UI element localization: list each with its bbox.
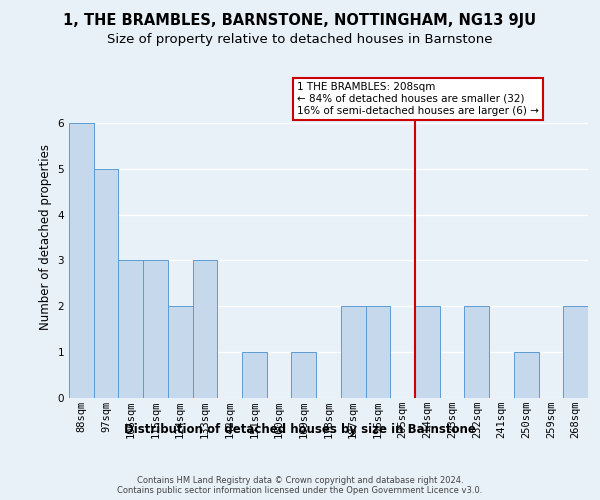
Text: Contains HM Land Registry data © Crown copyright and database right 2024.
Contai: Contains HM Land Registry data © Crown c… <box>118 476 482 495</box>
Bar <box>242 352 267 398</box>
Bar <box>292 352 316 398</box>
Bar <box>118 260 143 398</box>
Text: Size of property relative to detached houses in Barnstone: Size of property relative to detached ho… <box>107 32 493 46</box>
Bar <box>563 306 588 398</box>
Y-axis label: Number of detached properties: Number of detached properties <box>39 144 52 330</box>
Bar <box>94 169 118 398</box>
Text: Distribution of detached houses by size in Barnstone: Distribution of detached houses by size … <box>124 422 476 436</box>
Text: 1 THE BRAMBLES: 208sqm
← 84% of detached houses are smaller (32)
16% of semi-det: 1 THE BRAMBLES: 208sqm ← 84% of detached… <box>298 82 539 116</box>
Bar <box>168 306 193 398</box>
Bar <box>365 306 390 398</box>
Bar <box>143 260 168 398</box>
Bar <box>69 123 94 398</box>
Bar <box>341 306 365 398</box>
Bar <box>464 306 489 398</box>
Text: 1, THE BRAMBLES, BARNSTONE, NOTTINGHAM, NG13 9JU: 1, THE BRAMBLES, BARNSTONE, NOTTINGHAM, … <box>64 12 536 28</box>
Bar <box>193 260 217 398</box>
Bar <box>415 306 440 398</box>
Bar <box>514 352 539 398</box>
